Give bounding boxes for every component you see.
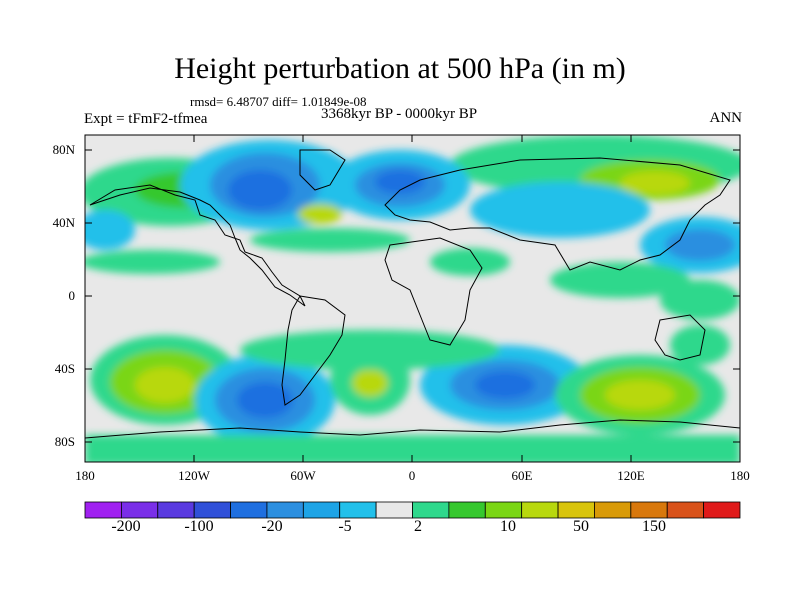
colorbar-label: 10 [500,518,516,535]
field-trop-atl-green [250,228,410,252]
colorbar-label: 50 [573,518,589,535]
colorbar-label: -5 [338,518,352,535]
lat-tick: 80S [54,434,75,449]
season-label: ANN [709,110,743,126]
coast-north-america [89,184,306,307]
coast-australia [654,314,706,361]
colorbar-swatch [339,501,377,519]
colorbar-label: 2 [414,518,422,535]
field-atl-yellow [298,204,342,224]
coast-greenland [299,149,346,191]
lon-tick: 60E [511,468,533,483]
lon-tick: 180 [730,468,750,483]
page-title: Height perturbation at 500 hPa (in m) [174,52,626,85]
field-satl-belt [240,330,500,370]
lon-tick: 180 [75,468,95,483]
field-japan-mid [665,229,735,261]
lat-tick: 0 [68,288,76,303]
colorbar-swatch [84,501,122,519]
field-trop-wp-green [660,280,740,320]
field-satl-yellow [352,369,388,397]
colorbar [84,501,741,519]
field-trop-af-green [430,248,510,276]
colorbar-swatch [193,501,231,519]
field-asia-light [470,182,650,238]
colorbar-label: -20 [261,518,283,535]
period-label: 3368kyr BP - 0000kyr BP [321,106,478,122]
colorbar-swatch [666,501,705,519]
colorbar-swatch [302,501,341,519]
colorbar-swatch [412,501,450,519]
lon-tick: 0 [408,468,416,483]
colorbar-swatch [120,501,159,519]
field-dateline-blue [85,210,135,250]
lon-tick: 120W [178,468,210,483]
tick-marks [85,135,740,462]
colorbar-swatch [157,501,195,519]
coast-africa [384,237,483,346]
colorbar-label: -100 [184,518,214,535]
field-trop-io-green [550,262,690,298]
colorbar-swatch [448,501,486,519]
field-eur-dark [375,170,425,194]
stats-line: rmsd= 6.48707 diff= 1.01849e-08 [190,94,367,109]
field-seio-yellow [605,380,675,410]
field-aus-green [670,325,730,365]
field-atl-dark [228,170,292,210]
field-samer-dark [237,382,293,418]
lat-tick: 40N [52,215,75,230]
coast-antarctica [85,419,740,439]
colorbar-swatch [557,501,595,519]
map-frame [84,134,741,463]
colorbar-swatch [266,501,304,519]
field-trop-pac-green [85,250,220,274]
colorbar-swatch [521,501,559,519]
colorbar-label: 150 [642,518,666,535]
lat-tick: 80N [52,142,75,157]
lon-tick: 120E [617,468,645,483]
colorbar-swatch [230,501,268,519]
lon-tick: 60W [290,468,316,483]
colorbar-swatch [703,501,741,519]
lat-tick: 40S [54,361,75,376]
colorbar-swatch [630,501,668,519]
colorbar-swatch [375,501,413,519]
colorbar-label: -200 [111,518,141,535]
coast-eurasia [384,157,731,271]
colorbar-swatch [594,501,632,519]
coast-south-america [281,295,346,406]
field-sio-dark [475,371,535,399]
colorbar-swatch [484,501,523,519]
contour-fields [85,135,740,462]
coastlines [85,149,740,439]
experiment-label: Expt = tFmF2-tfmea [84,111,208,127]
field-siberia-core [620,171,690,195]
field-spac-yellow [135,367,195,403]
